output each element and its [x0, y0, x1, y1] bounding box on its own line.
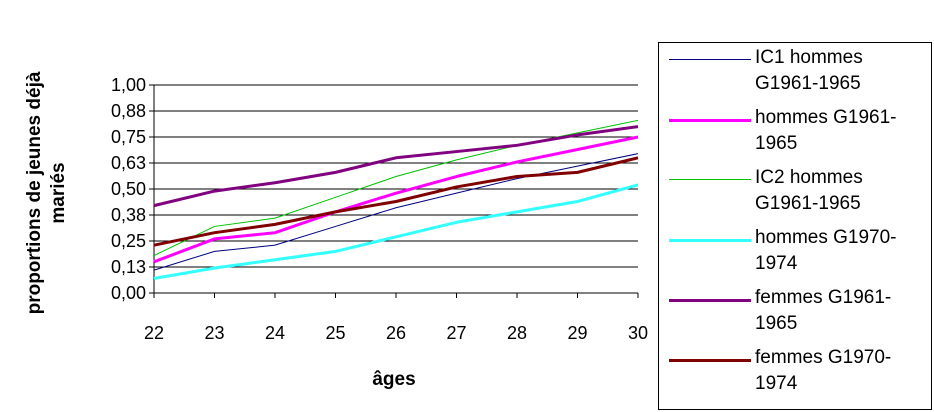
legend-label: hommes G1970-1974: [755, 227, 897, 274]
legend-item: hommes G1961-1965: [659, 105, 931, 163]
y-axis-title: proportions de jeunes déjà mariés: [24, 71, 69, 314]
line-chart: 0,000,130,250,380,500,630,750,881,00 22 2…: [24, 71, 648, 390]
y-tick-label: 1,00: [111, 75, 146, 95]
x-tick-label: 26: [386, 323, 406, 343]
legend-item: femmes G1961-1965: [659, 285, 931, 343]
y-tick-label: 0,50: [111, 179, 146, 199]
x-axis-title: âges: [372, 369, 415, 390]
legend-swatch: [669, 359, 751, 362]
legend-item: IC1 hommes G1961-1965: [659, 45, 931, 103]
legend-item: hommes G1970-1974: [659, 225, 931, 283]
series-lines: [153, 119, 639, 280]
series-line: [153, 156, 639, 247]
x-tick-label: 28: [507, 323, 527, 343]
x-tick-label: 29: [567, 323, 587, 343]
legend-item: IC2 hommes G1961-1965: [659, 165, 931, 223]
legend-label: femmes G1961-1965: [755, 287, 892, 334]
y-tick-label: 0,38: [111, 205, 146, 225]
legend: IC1 hommes G1961-1965 hommes G1961-1965 IC…: [658, 42, 932, 410]
legend-label: femmes G1970-1974: [755, 347, 892, 394]
y-tick-labels: 0,00 0,13 0,25 0,38 0,50 0,63 0,75 0,88 1,00: [111, 75, 146, 303]
x-tick-label: 24: [265, 323, 285, 343]
legend-swatch: [669, 119, 751, 122]
legend-label: IC1 hommes G1961-1965: [755, 47, 863, 94]
x-tick-label: 22: [144, 323, 164, 343]
y-tick-label: 0,25: [111, 231, 146, 251]
axes: [153, 85, 639, 298]
x-tick-labels: 22 23 24 25 26 27 28 29 30: [144, 323, 648, 343]
series-line: [153, 183, 639, 280]
x-tick-label: 27: [446, 323, 466, 343]
legend-label: IC2 hommes G1961-1965: [755, 167, 863, 214]
x-tick-label: 25: [325, 323, 345, 343]
legend-swatch: [669, 239, 751, 242]
legend-swatch: [669, 299, 751, 302]
x-tick-label: 23: [204, 323, 224, 343]
series-line: [153, 153, 639, 271]
legend-item: femmes G1970-1974: [659, 345, 931, 403]
y-axis-title-line: proportions de jeunes déjà: [24, 71, 45, 314]
series-line: [153, 135, 639, 264]
y-axis-title-line: mariés: [48, 162, 69, 223]
y-tick-label: 0,13: [111, 257, 146, 277]
legend-swatch: [669, 59, 751, 60]
series-line: [153, 125, 639, 208]
y-tick-label: 0,75: [111, 127, 146, 147]
legend-swatch: [669, 179, 751, 180]
x-tick-label: 30: [628, 323, 648, 343]
y-tick-label: 0,00: [111, 283, 146, 303]
legend-label: hommes G1961-1965: [755, 107, 897, 154]
y-tick-label: 0,88: [111, 101, 146, 121]
y-tick-label: 0,63: [111, 153, 146, 173]
